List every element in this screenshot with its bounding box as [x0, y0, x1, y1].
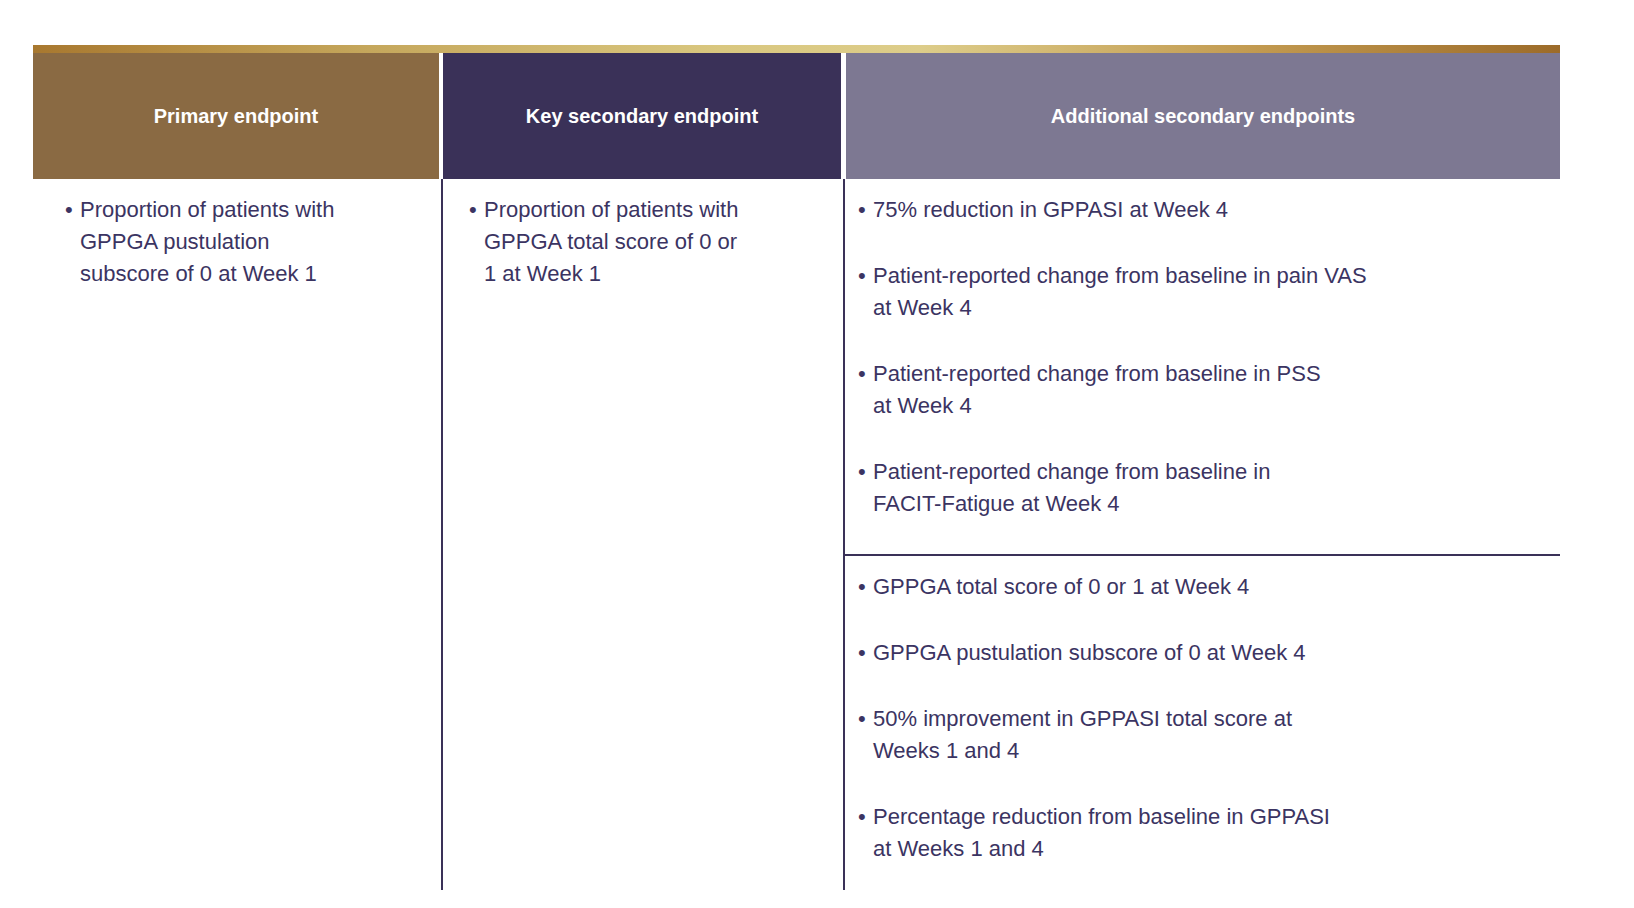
bullet-icon: •	[858, 358, 873, 422]
bullet-text: 75% reduction in GPPASI at Week 4	[873, 194, 1228, 226]
header-key-secondary-endpoint-label: Key secondary endpoint	[526, 105, 758, 128]
bullet-icon: •	[858, 260, 873, 324]
section-divider-line	[845, 554, 1560, 556]
bullet-icon: •	[858, 801, 873, 865]
bullet-text: Proportion of patients with GPPGA total …	[484, 194, 738, 290]
table-body-row: • Proportion of patients with GPPGA pust…	[33, 179, 1560, 890]
bullet-icon: •	[469, 194, 484, 290]
slide-page: Primary endpoint Key secondary endpoint …	[0, 0, 1634, 908]
bullet-item: • GPPGA total score of 0 or 1 at Week 4	[858, 571, 1550, 603]
gold-accent-bar	[33, 45, 1560, 53]
header-primary-endpoint-label: Primary endpoint	[154, 105, 318, 128]
bullet-item: • Proportion of patients with GPPGA tota…	[469, 194, 825, 290]
bullet-text: Patient-reported change from baseline in…	[873, 456, 1270, 520]
bullet-text: GPPGA pustulation subscore of 0 at Week …	[873, 637, 1306, 669]
header-additional-secondary-endpoints: Additional secondary endpoints	[846, 53, 1560, 179]
bullet-text: Percentage reduction from baseline in GP…	[873, 801, 1330, 865]
key-secondary-endpoint-cell: • Proportion of patients with GPPGA tota…	[441, 179, 843, 890]
bullet-item: • Percentage reduction from baseline in …	[858, 801, 1550, 865]
bullet-item: • Patient-reported change from baseline …	[858, 260, 1550, 324]
bullet-text: Patient-reported change from baseline in…	[873, 260, 1367, 324]
header-primary-endpoint: Primary endpoint	[33, 53, 439, 179]
bullet-text: Patient-reported change from baseline in…	[873, 358, 1321, 422]
bullet-text: Proportion of patients with GPPGA pustul…	[80, 194, 334, 290]
bullet-icon: •	[858, 571, 873, 603]
table-header-row: Primary endpoint Key secondary endpoint …	[33, 53, 1560, 179]
bullet-icon: •	[858, 456, 873, 520]
bullet-text: GPPGA total score of 0 or 1 at Week 4	[873, 571, 1249, 603]
bullet-item: • 50% improvement in GPPASI total score …	[858, 703, 1550, 767]
endpoints-table: Primary endpoint Key secondary endpoint …	[33, 45, 1560, 890]
header-key-secondary-endpoint: Key secondary endpoint	[443, 53, 841, 179]
bullet-icon: •	[858, 703, 873, 767]
additional-secondary-endpoints-cell: • 75% reduction in GPPASI at Week 4 • Pa…	[843, 179, 1560, 890]
bullet-item: • 75% reduction in GPPASI at Week 4	[858, 194, 1550, 226]
bullet-item: • Patient-reported change from baseline …	[858, 358, 1550, 422]
bullet-item: • Patient-reported change from baseline …	[858, 456, 1550, 520]
bullet-item: • GPPGA pustulation subscore of 0 at Wee…	[858, 637, 1550, 669]
bullet-icon: •	[858, 194, 873, 226]
primary-endpoint-cell: • Proportion of patients with GPPGA pust…	[33, 179, 441, 890]
bullet-item: • Proportion of patients with GPPGA pust…	[65, 194, 423, 290]
header-additional-secondary-endpoints-label: Additional secondary endpoints	[1051, 105, 1355, 128]
bullet-text: 50% improvement in GPPASI total score at…	[873, 703, 1292, 767]
bullet-icon: •	[65, 194, 80, 290]
bullet-icon: •	[858, 637, 873, 669]
